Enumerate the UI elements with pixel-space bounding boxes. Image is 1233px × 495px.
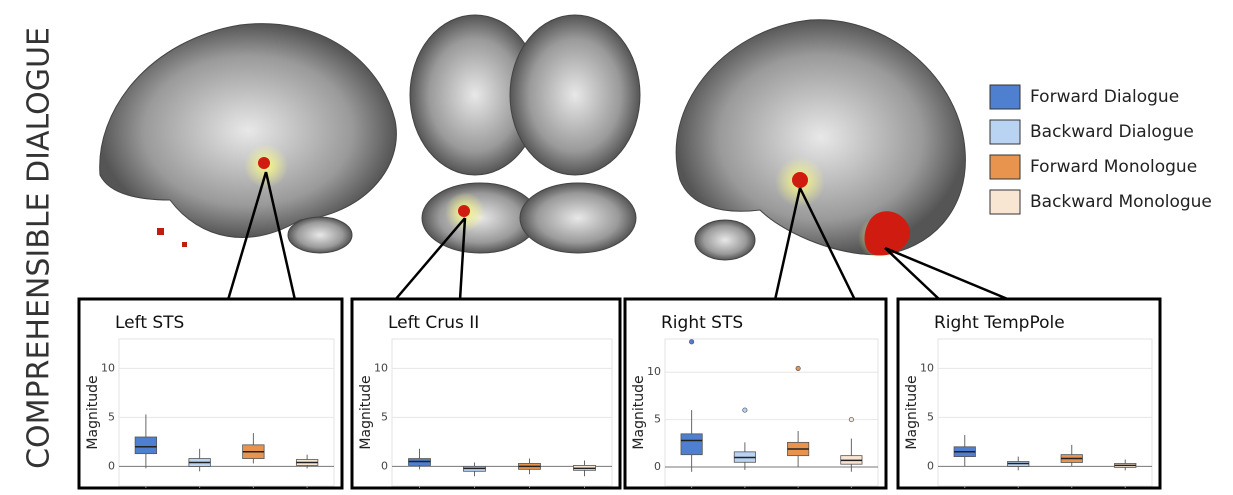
y-axis-label: Magnitude [904, 375, 920, 449]
y-tick-label: 0 [927, 459, 934, 472]
y-tick-label: 0 [108, 459, 115, 472]
legend-label: Backward Dialogue [1030, 122, 1194, 142]
legend-swatch [990, 155, 1020, 179]
outlier [849, 417, 853, 421]
box [135, 437, 157, 454]
roi [792, 172, 808, 188]
brain-left [100, 24, 397, 238]
roi [458, 205, 470, 217]
cerebellum-right [695, 220, 755, 260]
legend-swatch [990, 85, 1020, 109]
legend-label: Forward Monologue [1030, 157, 1197, 177]
cerebellum-coronal-right [520, 183, 636, 253]
brain-images [100, 15, 966, 260]
cerebellum-left [288, 217, 352, 253]
outlier [796, 366, 800, 370]
y-tick-label: 10 [647, 365, 661, 378]
y-tick-label: 0 [381, 459, 388, 472]
legend-swatch [990, 120, 1020, 144]
y-tick-label: 5 [927, 410, 934, 423]
brain-right [676, 20, 965, 255]
y-tick-label: 0 [654, 460, 661, 473]
y-tick-label: 10 [101, 361, 115, 374]
connector [885, 248, 940, 300]
legend-label: Backward Monologue [1030, 192, 1212, 212]
y-tick-label: 10 [374, 361, 388, 374]
roi [182, 242, 187, 247]
page: COMPREHENSIBLE DIALOGUE Forward Dialogue… [0, 0, 1233, 495]
y-tick-label: 5 [654, 413, 661, 426]
roi [157, 228, 164, 235]
legend-label: Forward Dialogue [1030, 87, 1179, 107]
roi [258, 157, 270, 169]
figure: COMPREHENSIBLE DIALOGUE Forward Dialogue… [0, 0, 1233, 495]
box [681, 434, 702, 455]
y-tick-label: 5 [108, 410, 115, 423]
y-axis-label: Magnitude [358, 375, 374, 449]
y-tick-label: 10 [920, 361, 934, 374]
y-axis-label: Magnitude [631, 375, 647, 449]
y-tick-label: 5 [381, 410, 388, 423]
chart-title: Right STS [661, 313, 743, 333]
legend-swatch [990, 190, 1020, 214]
connector [885, 248, 1010, 300]
chart-title: Right TempPole [934, 313, 1065, 333]
outlier [689, 340, 693, 344]
outlier [743, 408, 747, 412]
chart-title: Left STS [115, 313, 184, 333]
chart-title: Left Crus II [388, 313, 479, 333]
brain-coronal-right [510, 15, 640, 175]
y-axis-label: Magnitude [85, 375, 101, 449]
side-label: COMPREHENSIBLE DIALOGUE [22, 27, 57, 469]
